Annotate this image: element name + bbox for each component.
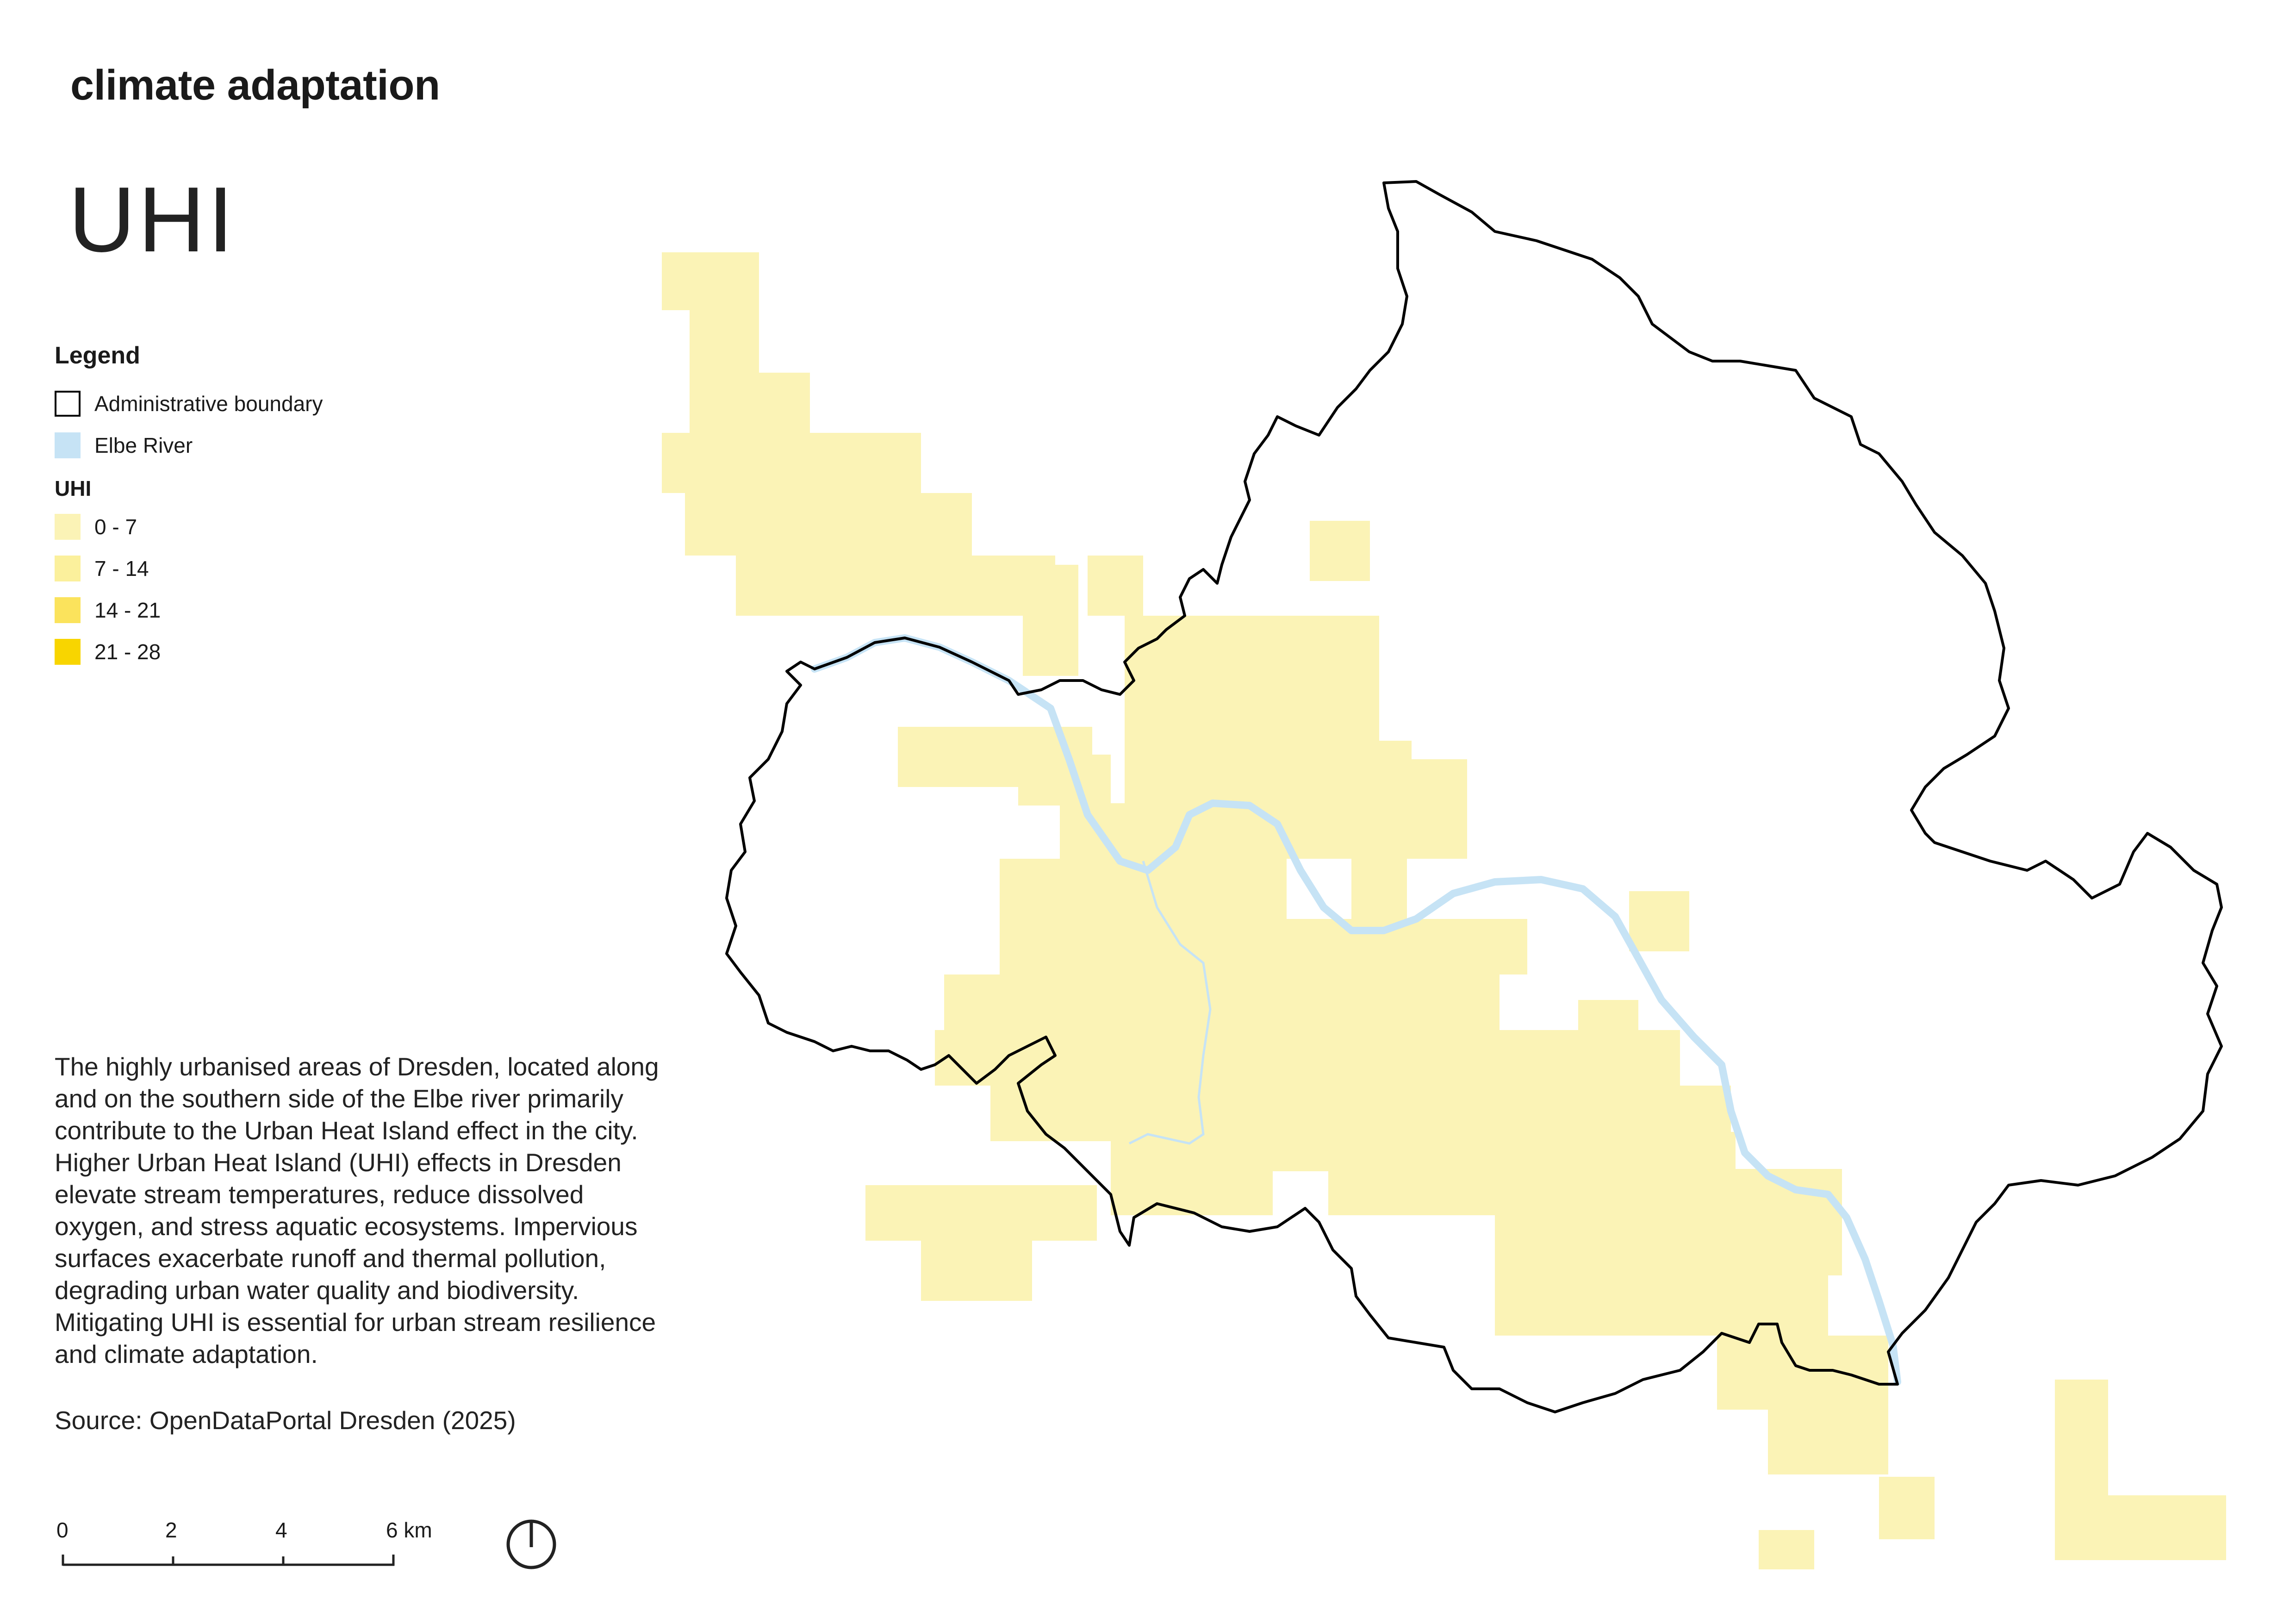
uhi-cell <box>662 252 759 310</box>
uhi-swatch-2 <box>55 556 81 581</box>
uhi-cell <box>690 373 810 433</box>
uhi-cell <box>662 433 921 493</box>
uhi-map <box>662 180 2226 1569</box>
uhi-cell <box>1277 974 1375 1030</box>
uhi-swatch-4 <box>55 639 81 665</box>
legend: Legend Administrative boundary Elbe Rive… <box>55 342 471 680</box>
uhi-cell <box>1060 1086 1731 1132</box>
uhi-cell <box>1111 1169 1273 1215</box>
uhi-cell <box>1023 565 1078 676</box>
uhi-cell <box>1759 1530 1814 1569</box>
legend-uhi-heading: UHI <box>55 476 92 500</box>
uhi-cell <box>2055 1380 2108 1495</box>
uhi-cell <box>1250 755 1300 806</box>
uhi-grid-cells <box>662 252 2226 1569</box>
uhi-cell <box>1125 676 1379 741</box>
legend-heading: Legend <box>55 342 140 369</box>
legend-item-river: Elbe River <box>55 431 471 459</box>
elbe-river <box>811 634 1901 1386</box>
uhi-cell <box>1578 1000 1638 1058</box>
description-text: The highly urbanised areas of Dresden, l… <box>55 1052 659 1368</box>
uhi-cell <box>1088 556 1143 616</box>
uhi-cell <box>1675 1183 1726 1294</box>
uhi-cell <box>1351 759 1407 806</box>
legend-label-uhi-4: 21 - 28 <box>94 640 161 664</box>
uhi-swatch-3 <box>55 597 81 623</box>
uhi-cell <box>1018 755 1111 806</box>
uhi-cell <box>685 493 972 556</box>
uhi-cell <box>935 1030 1018 1086</box>
legend-item-uhi-2: 7 - 14 <box>55 555 471 582</box>
uhi-cell <box>690 310 759 373</box>
legend-label-uhi-2: 7 - 14 <box>94 556 149 581</box>
legend-item-uhi-3: 14 - 21 <box>55 596 471 624</box>
scale-bar: 0 2 4 6 km <box>52 1518 468 1582</box>
legend-label-uhi-3: 14 - 21 <box>94 598 161 622</box>
legend-label-uhi-1: 0 - 7 <box>94 515 137 539</box>
uhi-cell <box>736 556 1055 616</box>
uhi-cell <box>1125 616 1379 676</box>
scale-label-0: 0 <box>56 1518 68 1542</box>
scale-bar-graphic <box>62 1555 395 1566</box>
scale-label-6: 6 km <box>386 1518 432 1542</box>
header-title: climate adaptation <box>70 62 440 109</box>
uhi-cell <box>1000 859 1051 919</box>
tributary-stream <box>1128 861 1212 1145</box>
uhi-cell <box>1250 1132 1657 1169</box>
uhi-cell <box>865 1185 1097 1241</box>
legend-item-uhi-1: 0 - 7 <box>55 513 471 541</box>
legend-item-boundary: Administrative boundary <box>55 390 471 418</box>
uhi-cell <box>1495 1275 1828 1336</box>
administrative-boundary <box>725 180 2223 1413</box>
uhi-cell <box>1199 806 1291 859</box>
uhi-cell <box>2055 1495 2226 1560</box>
uhi-cell <box>1657 1132 1736 1169</box>
uhi-cell <box>1629 891 1689 951</box>
uhi-cell <box>1176 859 1287 921</box>
boundary-swatch <box>55 391 81 417</box>
legend-label-river: Elbe River <box>94 433 193 457</box>
legend-item-uhi-4: 21 - 28 <box>55 638 471 666</box>
uhi-cell <box>1351 803 1407 924</box>
north-arrow-icon <box>506 1519 556 1569</box>
page-title: UHI <box>68 168 236 271</box>
uhi-cell <box>1176 974 1245 1090</box>
uhi-cell <box>921 1241 1032 1301</box>
uhi-cell <box>1328 1169 1842 1215</box>
source-text: Source: OpenDataPortal Dresden (2025) <box>55 1406 516 1435</box>
river-swatch <box>55 432 81 458</box>
scale-label-4: 4 <box>275 1518 287 1542</box>
uhi-cell <box>1495 1215 1842 1275</box>
legend-label-boundary: Administrative boundary <box>94 392 323 416</box>
uhi-cell <box>1879 1477 1935 1539</box>
uhi-cell <box>1277 1030 1449 1090</box>
scale-label-2: 2 <box>165 1518 177 1542</box>
uhi-cell <box>1310 521 1370 581</box>
uhi-swatch-1 <box>55 514 81 540</box>
